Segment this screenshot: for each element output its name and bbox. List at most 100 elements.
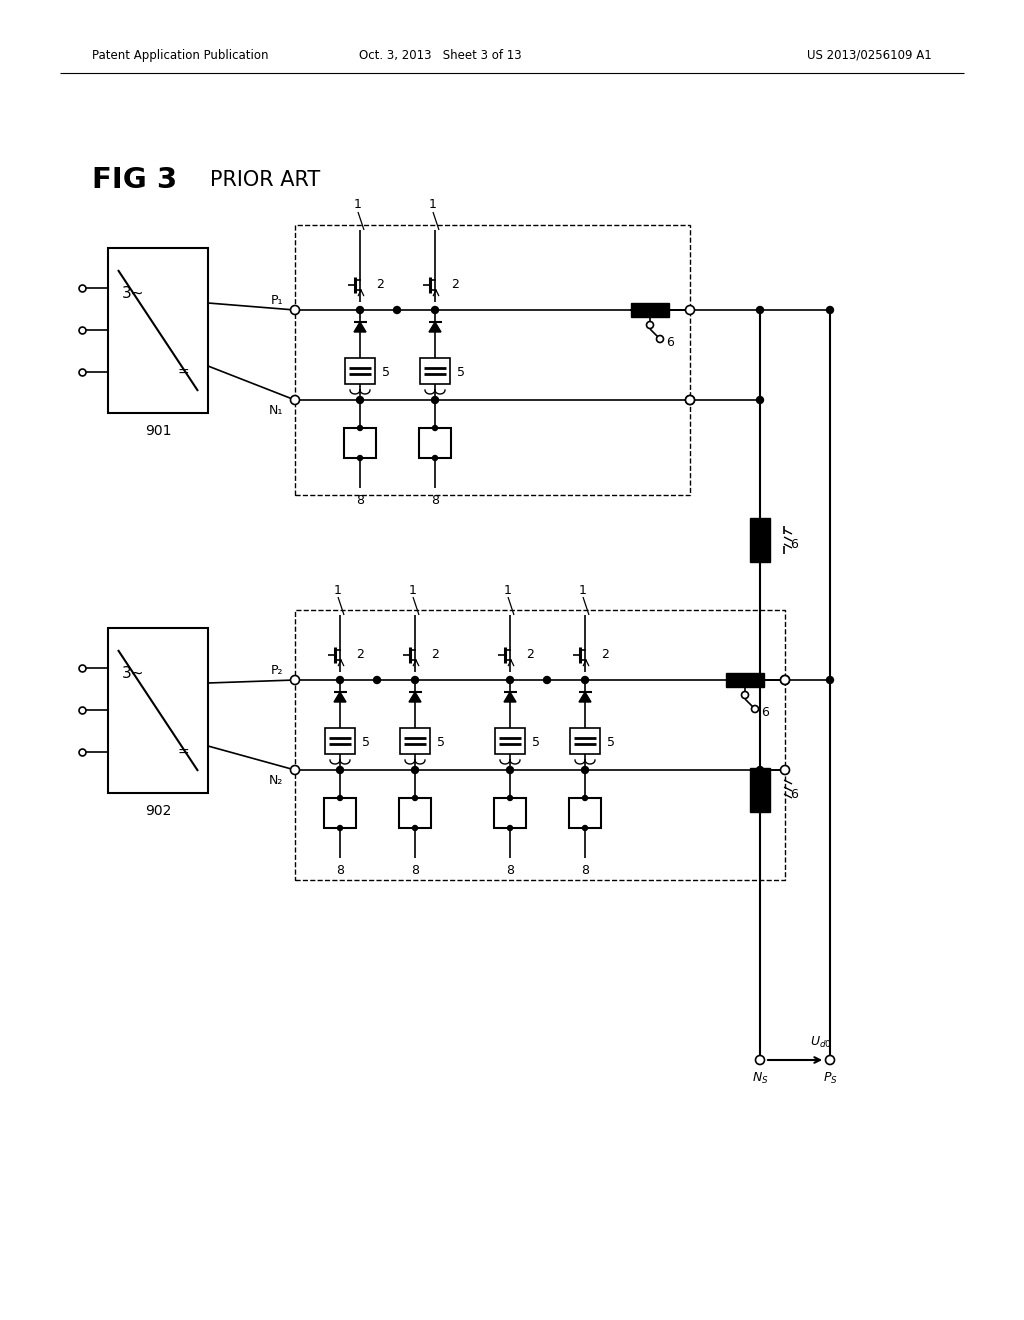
Circle shape <box>357 425 362 430</box>
Text: 2: 2 <box>601 648 609 660</box>
Text: 8: 8 <box>411 863 419 876</box>
Bar <box>419 428 451 458</box>
Circle shape <box>507 767 513 774</box>
Bar <box>569 799 601 828</box>
Circle shape <box>780 676 790 685</box>
Circle shape <box>338 825 342 830</box>
Polygon shape <box>354 322 366 333</box>
Text: 1: 1 <box>429 198 437 211</box>
Circle shape <box>337 676 343 684</box>
Text: 5: 5 <box>362 737 370 750</box>
Bar <box>420 358 450 384</box>
Text: $N_S$: $N_S$ <box>752 1071 768 1085</box>
Circle shape <box>583 825 588 830</box>
Text: 1: 1 <box>579 583 587 597</box>
Text: 2: 2 <box>431 648 439 660</box>
Circle shape <box>757 396 764 404</box>
Circle shape <box>291 766 299 775</box>
Polygon shape <box>504 692 516 702</box>
Circle shape <box>413 796 418 800</box>
Circle shape <box>431 396 438 404</box>
Text: P₂: P₂ <box>270 664 283 676</box>
Text: 8: 8 <box>431 494 439 507</box>
Circle shape <box>412 767 419 774</box>
Text: FIG 3: FIG 3 <box>92 166 177 194</box>
Text: 8: 8 <box>336 863 344 876</box>
Bar <box>726 673 764 686</box>
Text: =: = <box>177 366 188 380</box>
Text: 901: 901 <box>144 424 171 438</box>
Text: =: = <box>177 746 188 760</box>
Circle shape <box>685 396 694 404</box>
Text: 5: 5 <box>437 737 445 750</box>
Text: N₁: N₁ <box>268 404 283 417</box>
Text: 8: 8 <box>581 863 589 876</box>
Bar <box>750 768 770 812</box>
Circle shape <box>432 425 437 430</box>
Text: Patent Application Publication: Patent Application Publication <box>92 49 268 62</box>
Bar <box>108 628 208 793</box>
Text: 1: 1 <box>409 583 417 597</box>
Text: 8: 8 <box>506 863 514 876</box>
Text: 6: 6 <box>666 335 674 348</box>
Circle shape <box>752 705 759 713</box>
Text: PRIOR ART: PRIOR ART <box>210 170 321 190</box>
Text: 2: 2 <box>376 277 384 290</box>
Text: 1: 1 <box>504 583 512 597</box>
Text: 5: 5 <box>532 737 540 750</box>
Polygon shape <box>429 322 441 333</box>
Circle shape <box>291 305 299 314</box>
Circle shape <box>685 305 694 314</box>
Circle shape <box>356 396 364 404</box>
Bar <box>108 248 208 413</box>
Text: 5: 5 <box>607 737 615 750</box>
Text: $U_{d0}$: $U_{d0}$ <box>810 1035 831 1049</box>
Text: 6: 6 <box>790 788 798 800</box>
Circle shape <box>825 1056 835 1064</box>
Circle shape <box>337 767 343 774</box>
Circle shape <box>780 676 790 685</box>
Text: 902: 902 <box>144 804 171 818</box>
Text: 2: 2 <box>356 648 364 660</box>
Text: 5: 5 <box>382 367 390 380</box>
Text: 1: 1 <box>334 583 342 597</box>
Text: 6: 6 <box>761 705 769 718</box>
Bar <box>399 799 431 828</box>
Text: 2: 2 <box>451 277 459 290</box>
Circle shape <box>741 692 749 698</box>
Polygon shape <box>409 692 421 702</box>
Circle shape <box>432 455 437 461</box>
Circle shape <box>508 825 512 830</box>
Circle shape <box>291 396 299 404</box>
Bar <box>344 428 376 458</box>
Circle shape <box>291 676 299 685</box>
Bar <box>345 358 375 384</box>
Bar <box>570 729 600 754</box>
Bar <box>325 729 355 754</box>
Circle shape <box>338 796 342 800</box>
Circle shape <box>508 796 512 800</box>
Bar <box>400 729 430 754</box>
Text: P₁: P₁ <box>270 293 283 306</box>
Circle shape <box>357 455 362 461</box>
Polygon shape <box>579 692 591 702</box>
Text: 3~: 3~ <box>122 285 144 301</box>
Circle shape <box>431 306 438 314</box>
Circle shape <box>356 306 364 314</box>
Bar <box>324 799 356 828</box>
Bar <box>295 224 690 495</box>
Circle shape <box>544 676 551 684</box>
Circle shape <box>646 322 653 329</box>
Text: N₂: N₂ <box>268 774 283 787</box>
Bar <box>295 610 785 880</box>
Text: 1: 1 <box>354 198 361 211</box>
Text: 8: 8 <box>356 494 364 507</box>
Circle shape <box>393 306 400 314</box>
Text: 2: 2 <box>526 648 534 660</box>
Circle shape <box>507 676 513 684</box>
Circle shape <box>685 396 694 404</box>
Circle shape <box>756 1056 765 1064</box>
Circle shape <box>757 767 764 774</box>
Circle shape <box>374 676 381 684</box>
Text: 3~: 3~ <box>122 665 144 681</box>
